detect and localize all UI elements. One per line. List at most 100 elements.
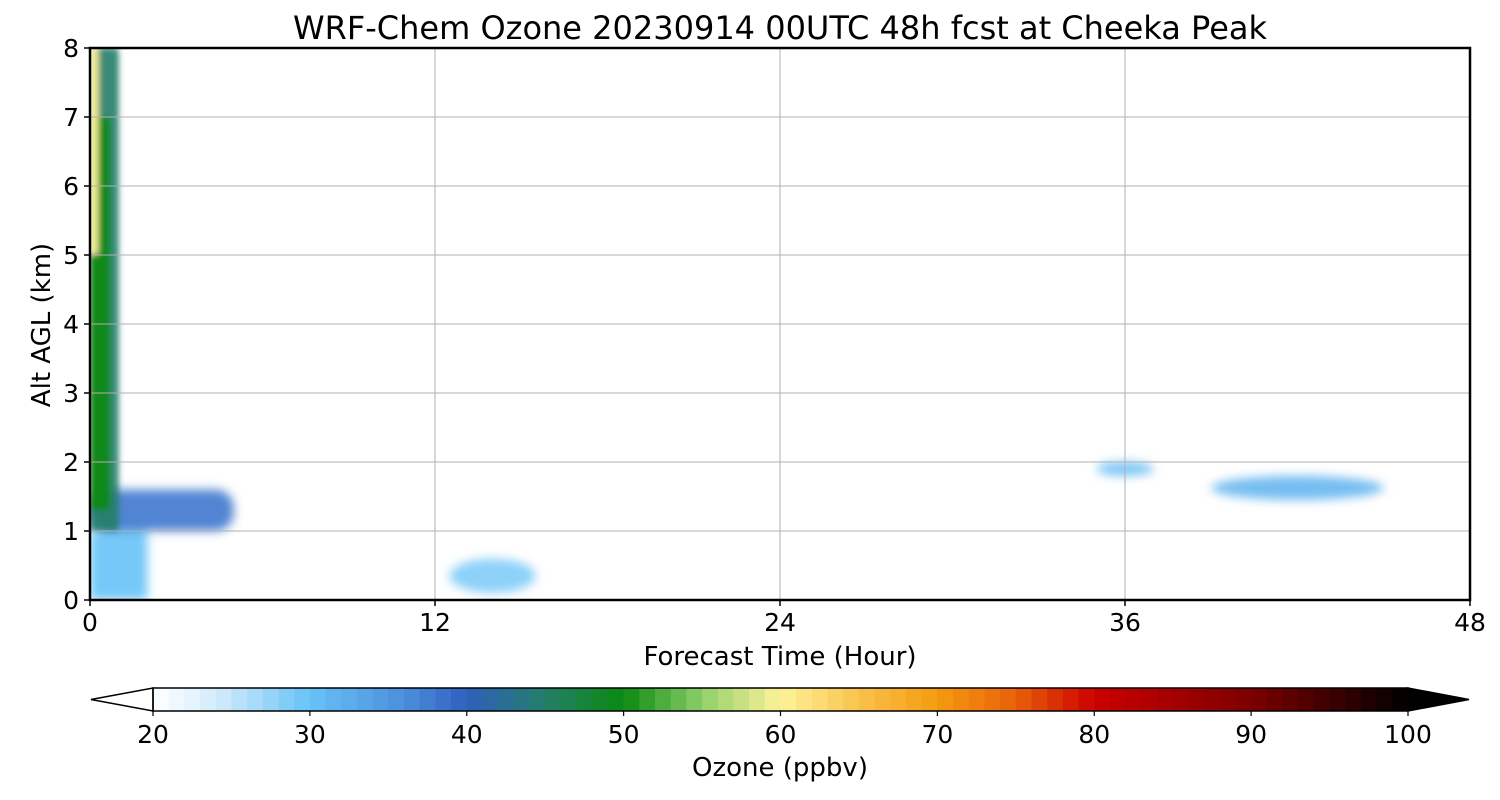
y-axis-ticks: 0 1 2 3 4 5 6 7 8 xyxy=(63,34,90,615)
colorbar-segment xyxy=(200,688,217,711)
colorbar-segment xyxy=(1329,688,1346,711)
colorbar-segment xyxy=(953,688,970,711)
colorbar-segment xyxy=(890,688,907,711)
colorbar-segment xyxy=(655,688,672,711)
colorbar-segment xyxy=(1188,688,1205,711)
colorbar-segment xyxy=(827,688,844,711)
colorbar-segment xyxy=(906,688,923,711)
colorbar-segment xyxy=(937,688,954,711)
colorbar-segment xyxy=(1360,688,1378,711)
colorbar-segment xyxy=(1047,688,1064,711)
colorbar-tick-label: 60 xyxy=(765,720,797,749)
colorbar-tick-label: 80 xyxy=(1078,720,1110,749)
colorbar-segment xyxy=(356,688,374,711)
y-axis-label: Alt AGL (km) xyxy=(27,243,57,407)
colorbar-segment xyxy=(1204,688,1221,711)
colorbar-segment xyxy=(404,688,421,711)
colorbar-segment xyxy=(1141,688,1158,711)
colorbar-segment xyxy=(231,688,248,711)
colorbar-segment xyxy=(874,688,891,711)
colorbar-segment xyxy=(513,688,531,711)
colorbar-segment xyxy=(1078,688,1095,711)
colorbar-tick-label: 70 xyxy=(921,720,953,749)
colorbar-segment xyxy=(1094,688,1111,711)
colorbar-segment xyxy=(702,688,719,711)
colorbar-tick-label: 90 xyxy=(1235,720,1267,749)
ozone-field xyxy=(90,48,1384,600)
colorbar-tick-label: 30 xyxy=(294,720,326,749)
colorbar-segment xyxy=(419,688,436,711)
ozone-blob xyxy=(449,558,536,594)
x-tick-label: 48 xyxy=(1454,608,1486,637)
colorbar-segment xyxy=(215,688,233,711)
y-tick-label: 4 xyxy=(63,310,79,339)
colorbar-segment xyxy=(811,688,829,711)
y-tick-label: 7 xyxy=(63,103,79,132)
x-axis-label: Forecast Time (Hour) xyxy=(643,642,916,672)
y-tick-label: 3 xyxy=(63,379,79,408)
x-tick-label: 24 xyxy=(764,608,796,637)
colorbar-segment xyxy=(686,688,703,711)
colorbar-tick-label: 40 xyxy=(451,720,483,749)
colorbar-segment xyxy=(482,688,499,711)
colorbar-segment xyxy=(607,688,625,711)
colorbar-segment xyxy=(1313,688,1331,711)
colorbar-segment xyxy=(435,688,452,711)
colorbar xyxy=(90,687,1470,712)
colorbar-segment xyxy=(1172,688,1189,711)
ozone-region xyxy=(90,48,99,255)
colorbar-tick-label: 100 xyxy=(1384,720,1432,749)
colorbar-label: Ozone (ppbv) xyxy=(692,753,868,783)
y-tick-label: 6 xyxy=(63,172,79,201)
ozone-region xyxy=(90,489,234,531)
colorbar-segment xyxy=(466,688,484,711)
colorbar-segment xyxy=(670,688,687,711)
colorbar-segment xyxy=(451,688,468,711)
colorbar-segment xyxy=(168,688,185,711)
colorbar-tick-label: 20 xyxy=(137,720,169,749)
colorbar-segment xyxy=(388,688,405,711)
colorbar-segment xyxy=(1345,688,1362,711)
colorbar-segment xyxy=(1109,688,1127,711)
ozone-region xyxy=(90,531,148,600)
colorbar-segment xyxy=(529,688,546,711)
colorbar-over-extend xyxy=(1407,687,1470,712)
colorbar-segment xyxy=(1125,688,1142,711)
colorbar-segment xyxy=(733,688,750,711)
x-tick-label: 0 xyxy=(82,608,98,637)
colorbar-segment xyxy=(1031,688,1048,711)
colorbar-segment xyxy=(341,688,358,711)
colorbar-under-extend xyxy=(90,687,154,712)
y-tick-label: 2 xyxy=(63,448,79,477)
colorbar-segment xyxy=(1376,688,1393,711)
colorbar-segment xyxy=(1062,688,1080,711)
colorbar-segment xyxy=(1266,688,1284,711)
chart-title: WRF-Chem Ozone 20230914 00UTC 48h fcst a… xyxy=(293,9,1268,47)
colorbar-segment xyxy=(247,688,264,711)
colorbar-segment xyxy=(372,688,389,711)
colorbar-segment xyxy=(1282,688,1299,711)
x-tick-label: 12 xyxy=(419,608,451,637)
colorbar-tick-label: 50 xyxy=(608,720,640,749)
colorbar-segment xyxy=(1157,688,1174,711)
colorbar-segment xyxy=(1298,688,1315,711)
colorbar-segment xyxy=(984,688,1001,711)
colorbar-segment xyxy=(623,688,640,711)
colorbar-segment xyxy=(325,688,342,711)
colorbar-segment xyxy=(1219,688,1237,711)
colorbar-segment xyxy=(1015,688,1033,711)
colorbar-segment xyxy=(278,688,295,711)
grid xyxy=(90,48,1470,600)
colorbar-segment xyxy=(764,688,782,711)
colorbar-segment xyxy=(592,688,609,711)
colorbar-segment xyxy=(294,688,311,711)
ozone-blob xyxy=(1211,475,1384,500)
colorbar-segment xyxy=(639,688,656,711)
x-tick-label: 36 xyxy=(1109,608,1141,637)
colorbar-segment xyxy=(184,688,201,711)
x-axis-ticks: 0 12 24 36 48 xyxy=(82,600,1486,637)
colorbar-ticks: 20 30 40 50 60 70 80 90 100 xyxy=(137,711,1432,749)
colorbar-segment xyxy=(780,688,797,711)
colorbar-segment xyxy=(858,688,876,711)
